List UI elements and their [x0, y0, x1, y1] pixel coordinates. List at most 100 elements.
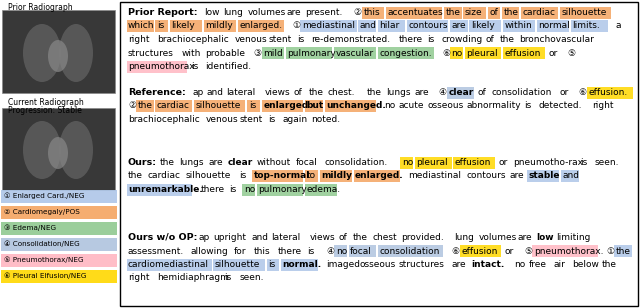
Text: of: of — [294, 88, 303, 97]
FancyBboxPatch shape — [502, 7, 520, 19]
Text: the: the — [602, 260, 616, 269]
FancyBboxPatch shape — [127, 184, 192, 196]
Bar — [2, 108, 115, 190]
Text: allowing: allowing — [191, 246, 228, 256]
Text: without: without — [257, 158, 291, 167]
FancyBboxPatch shape — [262, 100, 303, 112]
FancyBboxPatch shape — [362, 7, 384, 19]
Text: again: again — [282, 115, 308, 124]
Ellipse shape — [59, 24, 93, 82]
Text: this: this — [253, 246, 270, 256]
Text: enlarged: enlarged — [263, 102, 308, 111]
Text: lungs: lungs — [180, 158, 204, 167]
Text: upright: upright — [213, 233, 246, 242]
Text: and: and — [360, 22, 377, 30]
Text: assessment.: assessment. — [128, 246, 184, 256]
FancyBboxPatch shape — [415, 157, 451, 169]
FancyBboxPatch shape — [257, 184, 303, 196]
Text: mildly: mildly — [321, 172, 352, 180]
Text: there: there — [200, 185, 225, 194]
Text: unremarkable.: unremarkable. — [128, 185, 203, 194]
Text: lateral: lateral — [227, 88, 255, 97]
FancyBboxPatch shape — [267, 259, 279, 271]
Text: but: but — [307, 102, 324, 111]
FancyBboxPatch shape — [334, 245, 347, 257]
Bar — [2, 10, 115, 93]
FancyBboxPatch shape — [305, 100, 323, 112]
Text: silhouette: silhouette — [186, 172, 231, 180]
Text: ①: ① — [606, 246, 614, 256]
FancyBboxPatch shape — [1, 254, 117, 267]
Text: the: the — [500, 35, 515, 44]
Text: Reference:: Reference: — [128, 88, 186, 97]
Text: venous: venous — [205, 115, 238, 124]
FancyBboxPatch shape — [1, 206, 117, 219]
Text: crowding: crowding — [442, 35, 483, 44]
Text: re-demonstrated.: re-demonstrated. — [312, 35, 390, 44]
Text: lungs: lungs — [386, 88, 410, 97]
Text: ap: ap — [193, 88, 204, 97]
Text: right: right — [128, 274, 150, 282]
FancyBboxPatch shape — [1, 238, 117, 251]
Text: is: is — [249, 102, 256, 111]
Text: ⑥: ⑥ — [452, 246, 460, 256]
Text: seen.: seen. — [239, 274, 264, 282]
Text: the: the — [366, 88, 381, 97]
Text: lung: lung — [454, 233, 474, 242]
FancyBboxPatch shape — [561, 170, 579, 182]
Text: within: within — [505, 22, 532, 30]
Text: which: which — [128, 22, 154, 30]
Text: there: there — [278, 246, 302, 256]
FancyBboxPatch shape — [378, 20, 405, 32]
FancyBboxPatch shape — [286, 47, 332, 59]
Text: ④: ④ — [326, 246, 334, 256]
Text: ⑥: ⑥ — [442, 48, 450, 58]
Text: pneumothorax.: pneumothorax. — [534, 246, 604, 256]
FancyBboxPatch shape — [213, 259, 265, 271]
Text: are: are — [452, 260, 466, 269]
Text: no: no — [336, 246, 347, 256]
FancyBboxPatch shape — [537, 20, 569, 32]
FancyBboxPatch shape — [127, 259, 212, 271]
Text: probable: probable — [205, 48, 245, 58]
Text: Progression: Stable: Progression: Stable — [8, 106, 82, 115]
Text: silhouette: silhouette — [215, 260, 260, 269]
Text: is: is — [239, 172, 246, 180]
FancyBboxPatch shape — [614, 245, 632, 257]
Text: ④ Consolidation/NEG: ④ Consolidation/NEG — [4, 241, 80, 247]
FancyBboxPatch shape — [358, 20, 376, 32]
Text: ④: ④ — [439, 88, 447, 97]
Text: is: is — [297, 35, 304, 44]
FancyBboxPatch shape — [120, 2, 638, 306]
Text: effusion: effusion — [455, 158, 492, 167]
Text: ③ Edema/NEG: ③ Edema/NEG — [4, 225, 56, 231]
Text: normal: normal — [538, 22, 570, 30]
Text: with: with — [181, 48, 200, 58]
Text: mediastinal: mediastinal — [302, 22, 355, 30]
Text: mediastinal: mediastinal — [408, 172, 461, 180]
Text: of: of — [489, 8, 498, 17]
Text: is: is — [307, 246, 314, 256]
FancyBboxPatch shape — [127, 20, 154, 32]
Text: low: low — [204, 8, 220, 17]
Text: is: is — [524, 102, 531, 111]
Text: Prior Report:: Prior Report: — [128, 8, 198, 17]
FancyBboxPatch shape — [1, 270, 117, 283]
Text: stable: stable — [529, 172, 561, 180]
Text: structures: structures — [128, 48, 174, 58]
Text: silhouette: silhouette — [196, 102, 241, 111]
Text: contours: contours — [408, 22, 447, 30]
FancyBboxPatch shape — [450, 47, 463, 59]
Text: lateral: lateral — [271, 233, 300, 242]
FancyBboxPatch shape — [156, 100, 192, 112]
FancyBboxPatch shape — [444, 7, 461, 19]
Text: size: size — [465, 8, 483, 17]
Text: identified.: identified. — [205, 62, 252, 71]
Text: mildly: mildly — [205, 22, 233, 30]
FancyBboxPatch shape — [503, 47, 545, 59]
Text: vascular: vascular — [336, 48, 374, 58]
Text: stent: stent — [239, 115, 262, 124]
Text: bronchovascular: bronchovascular — [519, 35, 594, 44]
Text: and: and — [563, 172, 580, 180]
Text: detected.: detected. — [538, 102, 582, 111]
